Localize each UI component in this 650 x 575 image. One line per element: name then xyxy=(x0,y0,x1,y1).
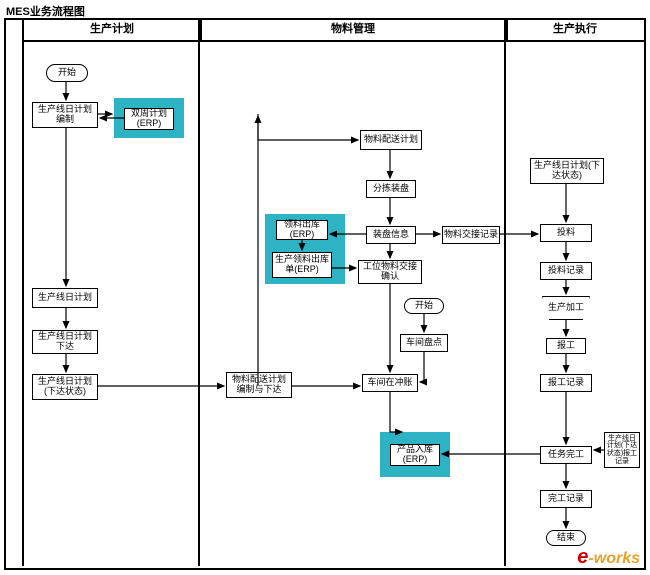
node-shop-check: 车间盘点 xyxy=(400,334,448,352)
node-task-done: 任务完工 xyxy=(540,446,592,464)
node-mat-out: 领料出库(ERP) xyxy=(276,220,328,240)
swim-line-0 xyxy=(22,40,24,566)
diagram-title: MES业务流程图 xyxy=(6,3,85,19)
node-mat-hand: 物料交接记录 xyxy=(442,226,500,244)
node-end: 结束 xyxy=(546,530,586,546)
node-shop-short: 车间在冲账 xyxy=(362,374,418,392)
node-plan-issue: 生产线日计划下达 xyxy=(32,330,98,354)
swim-line-2 xyxy=(504,40,506,566)
node-plan-edit: 生产线日计划编制 xyxy=(32,102,98,128)
node-plan-state: 生产线日计划(下达状态) xyxy=(32,374,98,400)
node-plan-state2: 生产线日计划(下达状态) xyxy=(530,158,604,184)
node-mat-plan: 物料配送计划 xyxy=(360,130,422,150)
node-plan-state3: 生产线日计划(下达状态)报工记录 xyxy=(604,432,640,468)
node-biweek: 双周计划(ERP) xyxy=(124,108,174,130)
node-process: 生产加工 xyxy=(542,296,590,320)
node-mat-send: 物料配送计划编制与下达 xyxy=(226,372,292,398)
swim-header-material: 物料管理 xyxy=(198,18,508,42)
flowchart-canvas: MES业务流程图 生产计划 物料管理 生产执行 开始 生产线日计划编制 双周计划… xyxy=(0,0,650,575)
watermark: e-works xyxy=(577,546,640,569)
node-done-rec: 完工记录 xyxy=(540,490,592,508)
node-feed: 投料 xyxy=(540,224,592,242)
node-tray-info: 装盘信息 xyxy=(366,226,416,244)
node-plan-line: 生产线日计划 xyxy=(32,288,98,308)
node-report-rec: 报工记录 xyxy=(540,374,592,392)
node-feed-rec: 投料记录 xyxy=(540,262,592,280)
node-start2: 开始 xyxy=(404,298,444,314)
node-sort: 分拣装盘 xyxy=(366,180,416,198)
swim-header-exec: 生产执行 xyxy=(504,18,646,42)
node-station-confirm: 工位物料交接确认 xyxy=(358,260,422,284)
node-prod-in: 产品入库(ERP) xyxy=(390,444,440,466)
node-start1: 开始 xyxy=(46,64,88,82)
node-report: 报工 xyxy=(546,338,586,354)
swim-line-1 xyxy=(198,40,200,566)
node-prod-out: 生产领料出库单(ERP) xyxy=(272,252,332,278)
swim-header-plan: 生产计划 xyxy=(22,18,202,42)
outer-border xyxy=(4,18,646,570)
